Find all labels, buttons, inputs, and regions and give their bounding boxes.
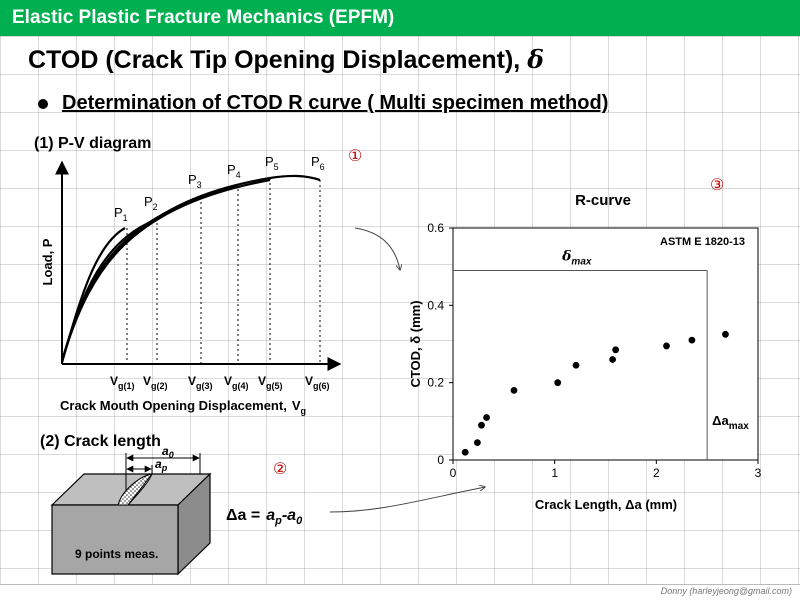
y-tick-label-0: 0	[437, 453, 444, 467]
block-front	[51, 504, 179, 575]
data-point-4	[483, 414, 490, 421]
data-point-10	[663, 342, 670, 350]
p-label-6: P6	[311, 154, 325, 172]
header-bar: Elastic Plastic Fracture Mechanics (EPFM…	[0, 0, 800, 36]
v-label-2: Vg(2)	[143, 374, 168, 391]
rcurve-xlabel: Crack Length, Δa (mm)	[535, 497, 677, 512]
v-label-5: Vg(5)	[258, 374, 283, 391]
bullet-dot	[38, 98, 48, 109]
rcurve-ticks: 0 1 2 3 0 0.2 0.4 0.6	[427, 221, 761, 480]
bullet-item: Determination of CTOD R curve ( Multi sp…	[38, 92, 608, 115]
rcurve-title: R-curve	[575, 192, 631, 209]
footer-divider	[0, 584, 800, 585]
pv-heading: (1) P-V diagram	[34, 135, 151, 152]
ap-label: ap	[155, 457, 168, 473]
data-point-8	[609, 356, 617, 363]
pv-marker: ①	[348, 148, 362, 165]
y-tick-label-1: 0.2	[427, 376, 444, 390]
crack-heading: (2) Crack length	[40, 433, 161, 450]
p-label-2: P2	[144, 194, 158, 212]
specimen-block	[50, 472, 212, 576]
p-label-1: P1	[114, 205, 128, 223]
crack-equation: Δa = ap-a0	[226, 507, 303, 527]
y-tick-label-3: 0.6	[427, 221, 444, 235]
y-tick-label-2: 0.4	[427, 298, 444, 312]
v-label-6: Vg(6)	[305, 374, 330, 391]
data-point-9	[612, 346, 620, 354]
v-label-4: Vg(4)	[224, 374, 249, 391]
pv-ylabel: Load, P	[40, 238, 55, 285]
footer-credit: Donny (harleyjeong@gmail.com)	[660, 586, 792, 596]
x-tick-label-1: 1	[551, 466, 558, 480]
pv-curves	[60, 174, 321, 363]
data-point-5	[510, 387, 518, 394]
crack-dimensions	[125, 453, 201, 490]
data-point-1	[461, 448, 469, 456]
data-point-12	[722, 330, 729, 338]
delta-max-label: δmax	[561, 249, 592, 268]
eq-to-rcurve-arrow	[329, 487, 485, 513]
crack-front-line	[127, 473, 153, 506]
v-label-1: Vg(1)	[110, 374, 135, 391]
rcurve-points	[461, 330, 729, 456]
specimen-note: 9 points meas.	[75, 547, 158, 561]
pv-curve-3	[60, 196, 201, 363]
rcurve-reference-lines	[453, 270, 708, 460]
p-label-5: P5	[265, 154, 279, 172]
crack-marker: ②	[273, 461, 287, 478]
pv-to-rcurve-arrow	[354, 227, 400, 270]
pv-p-labels: P1 P2 P3 P4 P5 P6	[114, 154, 325, 223]
pv-xlabel: Crack Mouth Opening Displacement, Vg	[60, 398, 306, 416]
data-point-7	[572, 361, 580, 369]
p-label-4: P4	[227, 162, 241, 180]
bullet-text: Determination of CTOD R curve ( Multi sp…	[62, 92, 609, 114]
x-tick-label-2: 2	[653, 466, 660, 480]
da-max-label: Δamax	[712, 413, 749, 432]
rcurve-ylabel: CTOD, δ (mm)	[408, 300, 423, 387]
x-tick-label-3: 3	[755, 466, 762, 480]
data-point-2	[474, 439, 481, 446]
pv-curve-4	[60, 183, 239, 363]
slide-title-text: CTOD (Crack Tip Opening Displacement),	[28, 46, 521, 74]
slide-title: CTOD (Crack Tip Opening Displacement), δ	[28, 45, 544, 75]
slide-title-symbol: δ	[527, 45, 544, 74]
data-point-11	[688, 336, 696, 344]
rcurve-marker: ③	[710, 177, 724, 194]
header-title: Elastic Plastic Fracture Mechanics (EPFM…	[12, 7, 395, 28]
pv-curve-6	[60, 174, 321, 363]
rcurve-annotation: ASTM E 1820-13	[660, 236, 745, 248]
pv-v-labels: Vg(1) Vg(2) Vg(3) Vg(4) Vg(5) Vg(6)	[110, 374, 330, 391]
a0-label: a0	[162, 444, 174, 460]
pv-guides	[126, 178, 321, 364]
p-label-3: P3	[188, 172, 202, 190]
data-point-3	[478, 421, 485, 429]
x-tick-label-0: 0	[450, 466, 457, 480]
v-label-3: Vg(3)	[188, 374, 213, 391]
data-point-6	[554, 379, 562, 387]
